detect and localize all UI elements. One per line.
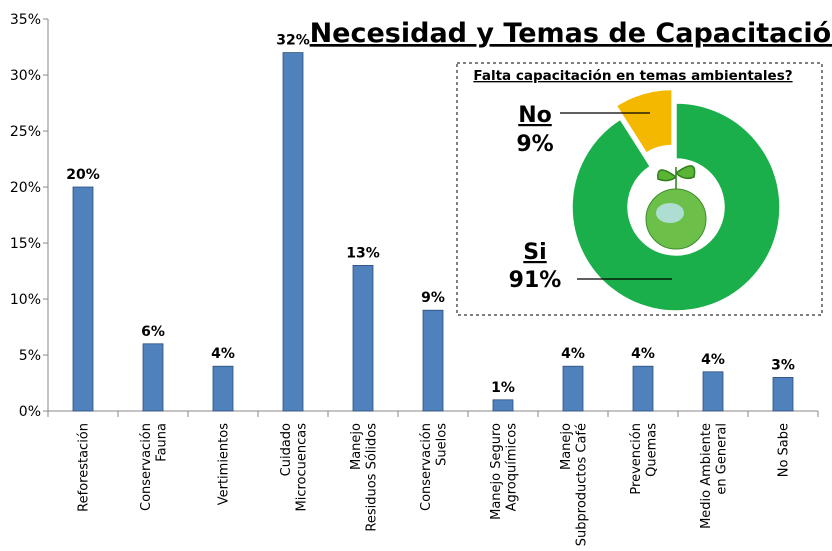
bar — [212, 365, 234, 412]
bar — [702, 371, 724, 412]
data-label: 13% — [346, 245, 380, 261]
data-label: 32% — [276, 33, 310, 49]
x-tick-label: ConservaciónFauna — [139, 423, 170, 511]
inset-title: Falta capacitación en temas ambientales? — [473, 68, 792, 84]
bar — [422, 309, 444, 412]
bar — [562, 365, 584, 412]
y-tick-label: 35% — [10, 12, 41, 28]
x-tick-label: ConservaciónSuelos — [419, 423, 450, 511]
chart-title: Necesidad y Temas de Capacitación — [310, 18, 832, 49]
y-tick-label: 20% — [10, 180, 41, 196]
data-label: 4% — [211, 346, 235, 362]
slice-label: No — [518, 103, 552, 128]
data-label: 3% — [771, 357, 795, 373]
donut-slice — [615, 88, 673, 155]
bar — [492, 399, 514, 412]
x-tick-label: Medio Ambienteen General — [699, 423, 730, 529]
data-label: 4% — [631, 346, 655, 362]
data-label: 6% — [141, 324, 165, 340]
y-tick-label: 5% — [19, 348, 41, 364]
x-tick-label: Vertimientos — [217, 423, 232, 505]
bar — [282, 52, 304, 412]
x-tick-label: CuidadoMicrocuencas — [279, 423, 310, 512]
x-tick-label: PrevenciónQuemas — [629, 423, 660, 495]
donut-slice — [571, 102, 781, 312]
inset-frame — [456, 62, 823, 316]
data-label: 1% — [491, 380, 515, 396]
y-tick-label: 15% — [10, 236, 41, 252]
y-tick-label: 25% — [10, 124, 41, 140]
slice-value: 91% — [509, 268, 562, 293]
data-label: 4% — [561, 346, 585, 362]
x-tick-label: No Sabe — [777, 423, 792, 477]
y-tick-label: 0% — [19, 404, 41, 420]
y-tick-label: 10% — [10, 292, 41, 308]
bar — [72, 186, 94, 412]
data-label: 4% — [701, 352, 725, 368]
x-tick-label: ManejoResiduos Sólidos — [349, 423, 380, 532]
plant-icon — [657, 165, 696, 189]
slice-value: 9% — [516, 132, 553, 157]
slice-label: Si — [523, 240, 546, 265]
x-tick-label: Reforestación — [77, 423, 92, 512]
y-tick-label: 30% — [10, 68, 41, 84]
bar — [352, 264, 374, 412]
x-tick-label: Manejo SeguroAgroquímicos — [489, 423, 520, 520]
bar — [772, 376, 794, 412]
data-label: 20% — [66, 167, 100, 183]
data-label: 9% — [421, 290, 445, 306]
globe-icon — [656, 203, 684, 223]
bar — [142, 343, 164, 412]
x-tick-label: ManejoSubproductos Café — [559, 423, 590, 546]
bar — [632, 365, 654, 412]
